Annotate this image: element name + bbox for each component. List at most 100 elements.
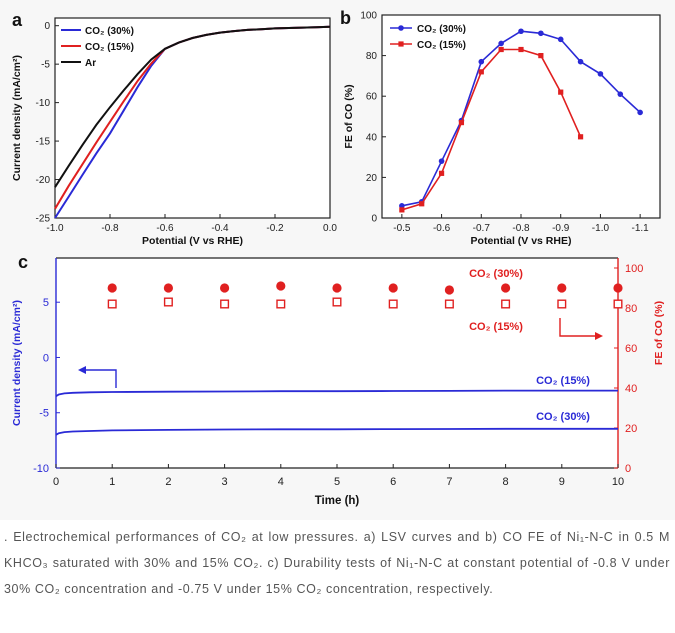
data-point: [458, 119, 465, 126]
x-tick-label: -0.9: [552, 223, 570, 234]
legend-marker: [398, 41, 404, 47]
y-tick-label: 40: [366, 132, 378, 143]
y2-tick-label: 0: [625, 463, 631, 475]
data-point: [388, 283, 398, 293]
x-tick-label: 3: [222, 476, 228, 488]
x-tick-label: 8: [503, 476, 509, 488]
y-axis-label: FE of CO (%): [343, 84, 355, 148]
right-axis-arrow: [559, 318, 596, 337]
figure-caption: . Electrochemical performances of CO₂ at…: [4, 530, 670, 596]
panel-letter: a: [12, 10, 23, 30]
data-point: [501, 299, 511, 309]
x-tick-label: 9: [559, 476, 565, 488]
y-tick-label: -10: [33, 463, 49, 475]
y-tick-label: 100: [360, 11, 377, 22]
data-point: [597, 71, 604, 77]
data-point: [163, 297, 173, 307]
data-point: [419, 201, 425, 207]
y-tick-label: -10: [36, 98, 51, 109]
data-point: [388, 299, 398, 309]
series-line-0: [55, 389, 618, 397]
data-point: [518, 28, 524, 35]
data-point: [220, 283, 230, 293]
data-point: [538, 53, 544, 59]
legend-label: CO₂ (30%): [85, 26, 134, 37]
panel-letter: c: [18, 252, 28, 272]
legend-marker: [398, 25, 404, 31]
x-axis-label: Potential (V vs RHE): [142, 235, 243, 247]
x-tick-label: -0.4: [211, 223, 229, 234]
y2-tick-label: 80: [625, 303, 637, 315]
data-point: [332, 297, 342, 307]
y-tick-label: -20: [36, 175, 51, 186]
x-tick-label: -0.2: [266, 223, 284, 234]
x-tick-label: -1.0: [592, 223, 610, 234]
y-tick-label: 0: [44, 21, 50, 32]
x-tick-label: -0.5: [393, 223, 411, 234]
data-point: [332, 283, 342, 293]
y2-axis-label: FE of CO (%): [653, 301, 665, 365]
x-tick-label: 1: [109, 476, 115, 488]
series-annotation: CO₂ (15%): [536, 375, 590, 387]
x-tick-label: 4: [278, 476, 284, 488]
x-tick-label: 7: [446, 476, 452, 488]
data-point: [220, 299, 230, 309]
x-tick-label: 2: [165, 476, 171, 488]
y-tick-label: -5: [39, 408, 49, 420]
x-axis-label: Potential (V vs RHE): [471, 235, 572, 247]
figure: a -1.0 -0.8 -0.6 -0.4 -0.2 0.0 0 -5 -10 -15 -20 -25 P…: [11, 8, 665, 507]
data-point: [637, 109, 643, 116]
data-point: [557, 299, 567, 309]
x-tick-label: -0.6: [433, 223, 451, 234]
data-point: [558, 89, 564, 95]
y-tick-label: 0: [43, 352, 49, 364]
y-tick-label: -5: [41, 60, 50, 71]
legend-label: CO₂ (30%): [417, 24, 466, 35]
x-axis-label: Time (h): [315, 495, 360, 507]
data-point: [518, 46, 524, 53]
y-axis-label: Current density (mA/cm²): [11, 55, 23, 181]
x-tick-label: -0.6: [156, 223, 174, 234]
left-axis-arrow: [84, 369, 117, 388]
data-point: [501, 283, 511, 293]
x-tick-label: 10: [612, 476, 624, 488]
series-annotation: CO₂ (30%): [469, 268, 523, 280]
y-tick-label: -15: [36, 137, 51, 148]
x-tick-label: -1.1: [632, 223, 650, 234]
y-tick-label: -25: [36, 214, 51, 225]
panel-a: a -1.0 -0.8 -0.6 -0.4 -0.2 0.0 0 -5 -10 -15 -20 -25 P…: [11, 10, 337, 247]
data-point: [163, 283, 173, 293]
panel-c: c 0 1 2 3 4 5 6 7 8 9 10 -10 -5 0 5 0 20 40 60 80 100 Time (h)…: [11, 252, 665, 507]
data-point: [444, 285, 454, 295]
y-axis-label: Current density (mA/cm²): [11, 300, 23, 426]
panel-letter: b: [340, 8, 351, 28]
legend-label: Ar: [85, 58, 96, 69]
x-tick-label: -0.8: [101, 223, 119, 234]
data-point: [438, 158, 445, 164]
data-point: [444, 299, 454, 309]
data-point: [498, 40, 504, 47]
data-point: [498, 46, 504, 53]
data-point: [107, 299, 117, 309]
x-tick-label: -1.0: [46, 223, 64, 234]
y2-tick-label: 60: [625, 343, 637, 355]
legend-label: CO₂ (15%): [417, 40, 466, 51]
data-point: [276, 299, 286, 309]
figure-svg: a -1.0 -0.8 -0.6 -0.4 -0.2 0.0 0 -5 -10 -15 -20 -25 P…: [11, 8, 665, 507]
data-point: [276, 281, 286, 291]
y-tick-label: 5: [43, 297, 49, 309]
left-axis-arrowhead: [78, 366, 86, 374]
series-line-1: [401, 48, 582, 211]
x-tick-label: 0.0: [323, 223, 337, 234]
data-point: [577, 58, 584, 65]
data-point: [478, 69, 484, 75]
series-annotation: CO₂ (15%): [469, 321, 523, 333]
y2-tick-label: 100: [625, 263, 643, 275]
series-annotation: CO₂ (30%): [536, 411, 590, 423]
y-tick-label: 80: [366, 51, 378, 62]
x-tick-label: 6: [390, 476, 396, 488]
x-tick-label: 5: [334, 476, 340, 488]
data-point: [577, 134, 584, 140]
data-point: [613, 283, 623, 293]
plot-area: [56, 258, 618, 468]
